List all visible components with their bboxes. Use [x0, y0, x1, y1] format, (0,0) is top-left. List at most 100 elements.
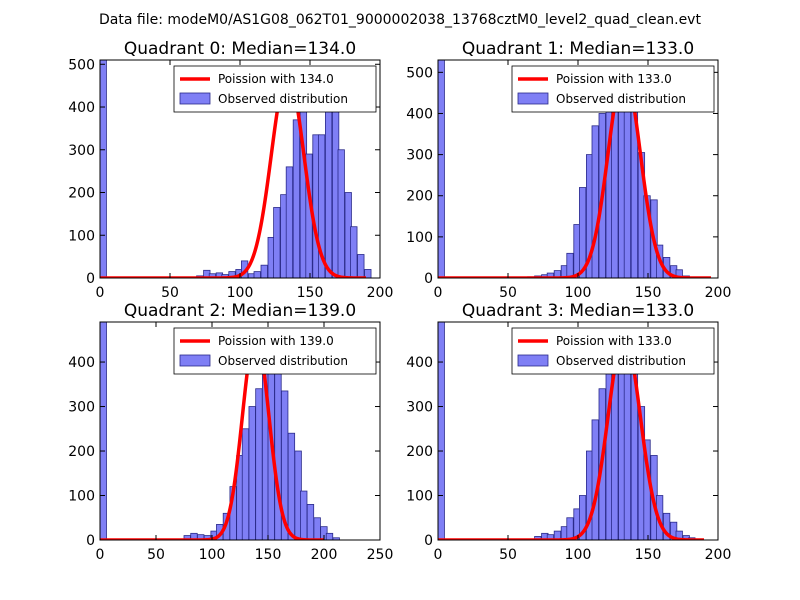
- y-tick-label: 300: [68, 143, 95, 159]
- histogram-bar: [566, 517, 574, 540]
- x-tick-label: 50: [147, 547, 165, 563]
- histogram-bar: [357, 254, 365, 278]
- poisson-fit-line: [100, 71, 366, 278]
- legend-bar-swatch: [179, 354, 211, 367]
- histogram-bar: [623, 84, 632, 278]
- poisson-fit-line: [438, 70, 711, 278]
- legend-bar-swatch: [517, 354, 549, 367]
- x-tick-label: 50: [161, 285, 179, 301]
- histogram-bar: [438, 60, 445, 278]
- histogram-bar: [260, 264, 268, 278]
- legend-label: Poission with 133.0: [556, 72, 672, 86]
- legend: Poission with 134.0 Observed distribution: [173, 65, 377, 113]
- histogram-bar: [287, 432, 296, 540]
- legend-label: Observed distribution: [556, 354, 686, 368]
- histogram-bar: [317, 134, 326, 278]
- x-tick-label: 50: [499, 547, 517, 563]
- histogram-bar: [534, 536, 542, 540]
- histogram-bar: [300, 490, 308, 540]
- y-tick-label: 200: [406, 444, 433, 460]
- legend-label: Poission with 139.0: [218, 334, 334, 348]
- histogram-bar: [274, 357, 282, 540]
- axes-frame: [99, 321, 381, 541]
- legend: Poission with 133.0 Observed distribution: [511, 327, 715, 375]
- panel-title: Quadrant 1: Median=133.0: [462, 39, 694, 59]
- x-tick-label: 0: [434, 547, 443, 563]
- y-tick-label: 400: [68, 100, 95, 116]
- y-tick-label: 500: [406, 65, 433, 81]
- y-tick-label: 400: [68, 355, 95, 371]
- legend-label: Poission with 134.0: [218, 72, 334, 86]
- histogram-bar: [350, 226, 358, 278]
- legend-bar-swatch: [517, 92, 549, 105]
- histogram-bar: [313, 517, 321, 540]
- y-tick-label: 0: [86, 533, 95, 549]
- x-tick-label: 0: [96, 547, 105, 563]
- y-tick-label: 100: [68, 489, 95, 505]
- quadrant-2-chart: 0 50 100 150 200 250 0 100 200 300 400 Quadrant 2: …: [68, 301, 393, 563]
- histogram-bar: [285, 166, 294, 278]
- y-tick-label: 200: [68, 186, 95, 202]
- y-tick-label: 0: [424, 271, 433, 287]
- y-tick-label: 200: [406, 189, 433, 205]
- histogram-bar: [332, 537, 340, 540]
- histogram-bar: [208, 273, 217, 278]
- figure-suptitle: Data file: modeM0/AS1G08_062T01_90000020…: [99, 12, 701, 28]
- histogram-bars: [100, 60, 372, 278]
- histogram-bar: [306, 504, 315, 540]
- x-tick-label: 100: [199, 547, 226, 563]
- legend-label: Poission with 133.0: [556, 334, 672, 348]
- quadrant-0-chart: 0 50 100 150 200 0 100 200 300 400 500 Quadrant 0: …: [68, 39, 393, 301]
- panel-title: Quadrant 2: Median=139.0: [124, 301, 356, 321]
- legend-label: Observed distribution: [556, 92, 686, 106]
- histogram-bar: [591, 125, 599, 278]
- x-tick-label: 200: [705, 285, 732, 301]
- quadrant-3-chart: 0 50 100 150 200 0 100 200 300 400 Quadrant 3: Med…: [406, 301, 731, 563]
- legend-label: Observed distribution: [218, 354, 348, 368]
- histogram-bar: [241, 428, 250, 540]
- histogram-bar: [324, 93, 333, 278]
- y-tick-label: 100: [406, 489, 433, 505]
- x-tick-label: 200: [705, 547, 732, 563]
- y-tick-label: 500: [68, 57, 95, 73]
- x-tick-label: 200: [367, 285, 394, 301]
- x-tick-label: 0: [96, 285, 105, 301]
- x-tick-label: 0: [434, 285, 443, 301]
- y-tick-label: 400: [406, 355, 433, 371]
- histogram-bar: [253, 271, 261, 278]
- histogram-bar: [325, 532, 334, 540]
- legend-bar-swatch: [179, 92, 211, 105]
- legend: Poission with 133.0 Observed distribution: [511, 65, 715, 113]
- panel-title: Quadrant 0: Median=134.0: [124, 39, 356, 59]
- y-tick-label: 300: [406, 400, 433, 416]
- y-tick-label: 0: [424, 533, 433, 549]
- histogram-bar: [438, 322, 445, 540]
- x-tick-label: 150: [635, 547, 662, 563]
- y-tick-label: 200: [68, 444, 95, 460]
- histogram-bar: [566, 252, 574, 278]
- x-tick-label: 250: [367, 547, 394, 563]
- histogram-bar: [100, 322, 107, 540]
- legend-label: Observed distribution: [218, 92, 348, 106]
- histogram-bar: [248, 406, 256, 540]
- y-tick-label: 0: [86, 271, 95, 287]
- quadrant-1-chart: 0 50 100 150 200 0 100 200 300 400 500 Quadrant 1: …: [406, 39, 731, 301]
- y-tick-label: 300: [68, 400, 95, 416]
- y-tick-label: 100: [406, 230, 433, 246]
- x-tick-label: 150: [635, 285, 662, 301]
- y-tick-label: 300: [406, 148, 433, 164]
- poisson-fit-line: [438, 334, 704, 540]
- histogram-bar: [292, 119, 301, 278]
- histogram-bar: [255, 388, 263, 540]
- x-tick-label: 100: [227, 285, 254, 301]
- legend: Poission with 139.0 Observed distribution: [173, 327, 377, 375]
- histogram-bar: [579, 495, 587, 540]
- histogram-bar: [337, 149, 345, 278]
- x-tick-label: 200: [311, 547, 338, 563]
- x-tick-label: 100: [565, 285, 592, 301]
- x-tick-label: 100: [565, 547, 592, 563]
- histogram-bar: [273, 207, 281, 278]
- x-tick-label: 150: [255, 547, 282, 563]
